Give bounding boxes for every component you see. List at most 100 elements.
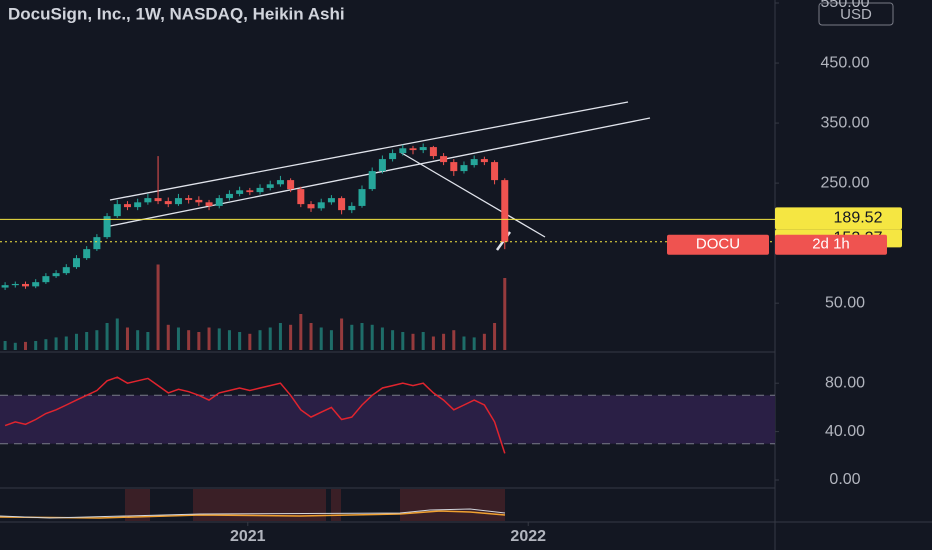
candle-body [287, 180, 295, 190]
volume-bar [74, 333, 78, 350]
volume-bar [64, 336, 68, 350]
volume-bar [146, 332, 150, 350]
x-tick-label: 2021 [230, 528, 266, 545]
candle-body [42, 276, 50, 283]
candle-body [72, 258, 80, 268]
volume-bar [3, 341, 7, 350]
volume-bar [85, 332, 89, 350]
shade [400, 489, 505, 521]
currency: USD [840, 6, 872, 23]
volume-bar [227, 330, 231, 350]
candle-body [32, 282, 40, 287]
candle-body [103, 216, 111, 238]
candle-body [480, 159, 488, 163]
y-tick-label: 450.00 [821, 54, 870, 71]
candle-body [419, 147, 427, 151]
volume-bar [115, 318, 119, 350]
volume-bar [95, 330, 99, 350]
volume-bar [248, 333, 252, 350]
channel-line [109, 101, 629, 201]
candle-body [1, 285, 9, 288]
candle-body [450, 162, 458, 172]
candle-body [491, 162, 499, 181]
y-tick-label: 350.00 [821, 114, 870, 131]
volume-bar [350, 324, 354, 350]
x-tick-label: 2022 [510, 528, 546, 545]
indicator-line [0, 510, 506, 519]
candle-body [276, 180, 284, 185]
y-tick-label: 250.00 [821, 174, 870, 191]
candle-body [11, 283, 19, 286]
volume-bar [197, 332, 201, 350]
price-label-box [775, 207, 902, 230]
volume-bar [503, 278, 507, 350]
candle-body [256, 187, 264, 193]
candle-body [460, 165, 468, 172]
candle-body [52, 273, 60, 277]
volume-bar [125, 327, 129, 350]
y-tick-label: 40.00 [825, 423, 865, 440]
indicator-line [0, 508, 506, 519]
channel-line [104, 117, 651, 228]
candle-body [389, 153, 397, 160]
candle-body [440, 156, 448, 163]
candle-body [501, 180, 509, 242]
y-tick-label: 80.00 [825, 374, 865, 391]
countdown: 2d 1h [812, 236, 850, 253]
volume-bar [309, 323, 313, 350]
volume-bar [176, 327, 180, 350]
trend-line [399, 151, 546, 238]
candle-body [113, 204, 121, 217]
candle-body [195, 199, 203, 203]
candle-body [164, 201, 172, 205]
candle-body [409, 148, 417, 151]
candle-body [266, 184, 274, 188]
volume-bar [493, 323, 497, 350]
chart-title: DocuSign, Inc., 1W, NASDAQ, Heikin Ashi [8, 4, 345, 23]
volume-bar [391, 330, 395, 350]
rsi-line [4, 376, 506, 454]
symbol-tag: DOCU [696, 236, 740, 253]
candle-body [236, 190, 244, 194]
candle-body [185, 198, 193, 200]
volume-bar [442, 333, 446, 350]
candle-body [470, 159, 478, 166]
candle-body [327, 198, 335, 203]
y-tick-label: 0.00 [829, 471, 860, 488]
candle-body [399, 148, 407, 154]
volume-bar [34, 341, 38, 350]
candle-body [317, 202, 325, 209]
volume-bar [258, 330, 262, 350]
candle-body [134, 202, 142, 208]
candle-body [62, 267, 70, 274]
candle-body [93, 237, 101, 250]
volume-bar [187, 330, 191, 350]
currency-box[interactable] [818, 2, 894, 26]
candle-body [123, 204, 131, 208]
volume-bar [431, 336, 435, 350]
candle-body [378, 159, 386, 172]
volume-bar [278, 323, 282, 350]
lower-indicator [0, 489, 506, 521]
volume-bar [23, 341, 27, 350]
volume-bar [217, 328, 221, 350]
candle-body [83, 249, 91, 259]
volume-bar [207, 327, 211, 350]
candle-body [297, 189, 305, 205]
candle-body [154, 198, 162, 202]
volume-bar [289, 324, 293, 350]
candle-body [174, 198, 182, 205]
price-label: 189.52 [834, 210, 883, 227]
volume-bar [340, 318, 344, 350]
volume-bar [462, 336, 466, 350]
volume-bar [238, 332, 242, 350]
candle-body [144, 198, 152, 203]
volume-bar [136, 330, 140, 350]
candle-body [205, 202, 213, 206]
volume-bar [156, 264, 160, 350]
candle-body [215, 198, 223, 206]
candle-body [307, 204, 315, 209]
volume-bar [105, 323, 109, 350]
candle-body [348, 205, 356, 211]
